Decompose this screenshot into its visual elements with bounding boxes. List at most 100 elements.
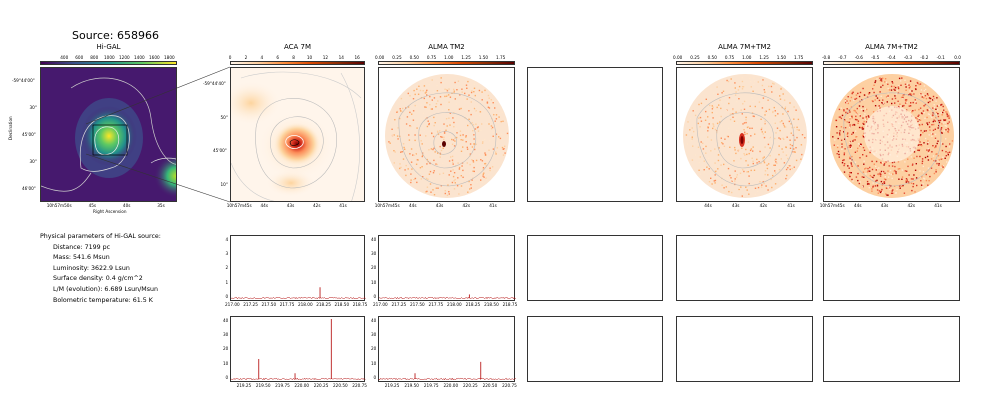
noise-speck	[867, 167, 869, 170]
noise-speck	[838, 156, 840, 158]
aca7m-image[interactable]	[230, 67, 365, 202]
noise-speck	[761, 184, 763, 186]
noise-speck	[764, 129, 766, 131]
noise-speck	[761, 84, 764, 87]
noise-speck	[705, 145, 707, 148]
noise-speck	[777, 113, 779, 115]
noise-speck	[912, 178, 914, 180]
noise-speck	[749, 77, 751, 80]
noise-speck	[918, 108, 920, 111]
noise-speck	[762, 101, 764, 104]
noise-speck	[729, 91, 731, 93]
noise-speck	[444, 88, 446, 90]
noise-speck	[714, 182, 716, 184]
almatm2-image[interactable]	[378, 67, 515, 202]
noise-speck	[400, 151, 402, 153]
noise-speck	[471, 90, 473, 92]
noise-speck	[911, 111, 913, 113]
noise-speck	[896, 89, 899, 92]
alma7mtm2-b-image[interactable]	[823, 67, 960, 202]
higal-title: Hi-GAL	[96, 43, 121, 51]
noise-speck	[700, 120, 703, 122]
noise-speck	[763, 89, 765, 91]
noise-speck	[920, 93, 922, 95]
noise-speck	[710, 139, 713, 141]
noise-speck	[462, 139, 464, 141]
spectrum-row2-tm2[interactable]	[378, 316, 516, 382]
noise-speck	[709, 128, 711, 130]
noise-speck	[843, 110, 845, 112]
higal-dec-tick: -59°44'00"	[12, 77, 35, 83]
noise-speck	[712, 117, 714, 119]
noise-speck	[908, 94, 910, 96]
noise-speck	[759, 150, 761, 153]
noise-speck	[473, 91, 475, 93]
noise-speck	[933, 160, 935, 162]
noise-speck	[878, 190, 881, 192]
noise-speck	[421, 152, 424, 154]
noise-speck	[735, 111, 737, 113]
noise-speck	[905, 109, 908, 111]
noise-speck	[840, 117, 843, 120]
noise-speck	[446, 194, 449, 196]
noise-speck	[707, 116, 709, 118]
noise-speck	[859, 114, 861, 116]
noise-speck	[441, 194, 443, 196]
noise-speck	[732, 116, 734, 118]
noise-speck	[475, 123, 477, 125]
noise-speck	[931, 124, 933, 126]
noise-speck	[430, 108, 433, 110]
almatm2-ra-tick: 43s	[435, 203, 444, 208]
noise-speck	[779, 129, 781, 132]
noise-speck	[725, 96, 727, 98]
noise-speck	[429, 183, 432, 185]
spectrum-row2-aca[interactable]	[230, 316, 366, 382]
noise-speck	[480, 159, 482, 161]
noise-speck	[493, 113, 495, 116]
noise-speck	[881, 78, 883, 80]
noise-speck	[428, 149, 430, 151]
alma7mtm2-image[interactable]	[676, 67, 813, 202]
noise-speck	[473, 107, 476, 110]
almatm2-ra-tick: 10h57m45s	[374, 203, 400, 208]
noise-speck	[885, 193, 887, 195]
noise-speck	[745, 99, 747, 101]
spectrum-y-tick: 40	[223, 317, 229, 323]
source-title: Source: 658966	[72, 29, 159, 42]
noise-speck	[926, 143, 929, 145]
noise-speck	[934, 133, 937, 136]
alma7mtm2-b-cbar-tick: -0.8	[822, 55, 831, 60]
noise-speck	[877, 173, 880, 176]
noise-speck	[485, 122, 488, 124]
noise-speck	[697, 146, 700, 148]
higal-image[interactable]	[40, 67, 177, 202]
noise-speck	[708, 157, 710, 159]
alma7mtm2-b-cbar-tick: -0.6	[854, 55, 863, 60]
noise-speck	[927, 94, 929, 96]
noise-speck	[862, 122, 864, 125]
noise-speck	[416, 88, 418, 90]
noise-speck	[495, 151, 497, 153]
noise-speck	[745, 160, 747, 162]
noise-speck	[436, 145, 438, 147]
noise-speck	[843, 153, 845, 156]
noise-speck	[778, 137, 780, 139]
noise-speck	[718, 104, 720, 106]
noise-speck	[708, 111, 710, 114]
noise-speck	[860, 108, 863, 111]
noise-speck	[738, 92, 741, 95]
higal-dec-tick: 30"	[29, 104, 37, 110]
noise-speck	[919, 119, 922, 121]
noise-speck	[749, 149, 752, 152]
noise-speck	[463, 132, 465, 134]
noise-speck	[437, 131, 439, 134]
noise-speck	[729, 164, 731, 166]
spectrum-y-tick: 40	[371, 236, 377, 242]
spectrum-row1-aca[interactable]	[230, 235, 366, 301]
noise-speck	[717, 159, 720, 162]
aca7m-ra-tick: 41s	[339, 203, 347, 208]
spectrum-row1-tm2[interactable]	[378, 235, 516, 301]
noise-speck	[767, 99, 769, 101]
noise-speck	[838, 116, 841, 118]
noise-speck	[833, 144, 835, 146]
